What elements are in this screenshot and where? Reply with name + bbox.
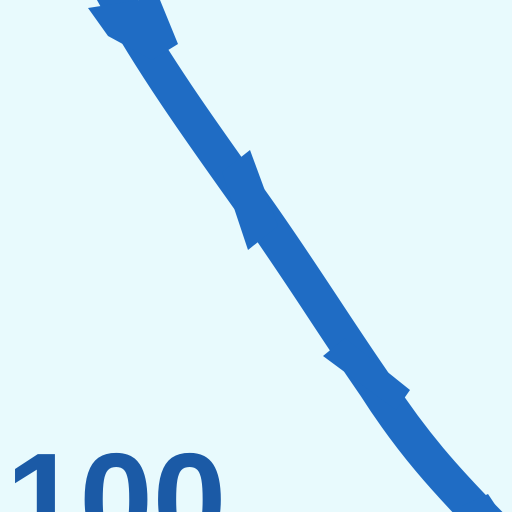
tick: [88, 0, 178, 60]
tick: [222, 150, 278, 250]
gauge-line: [88, 0, 503, 512]
tick: [323, 338, 410, 410]
speed-label: 100: [6, 426, 226, 512]
line: [96, 0, 503, 512]
tick: [462, 494, 500, 512]
